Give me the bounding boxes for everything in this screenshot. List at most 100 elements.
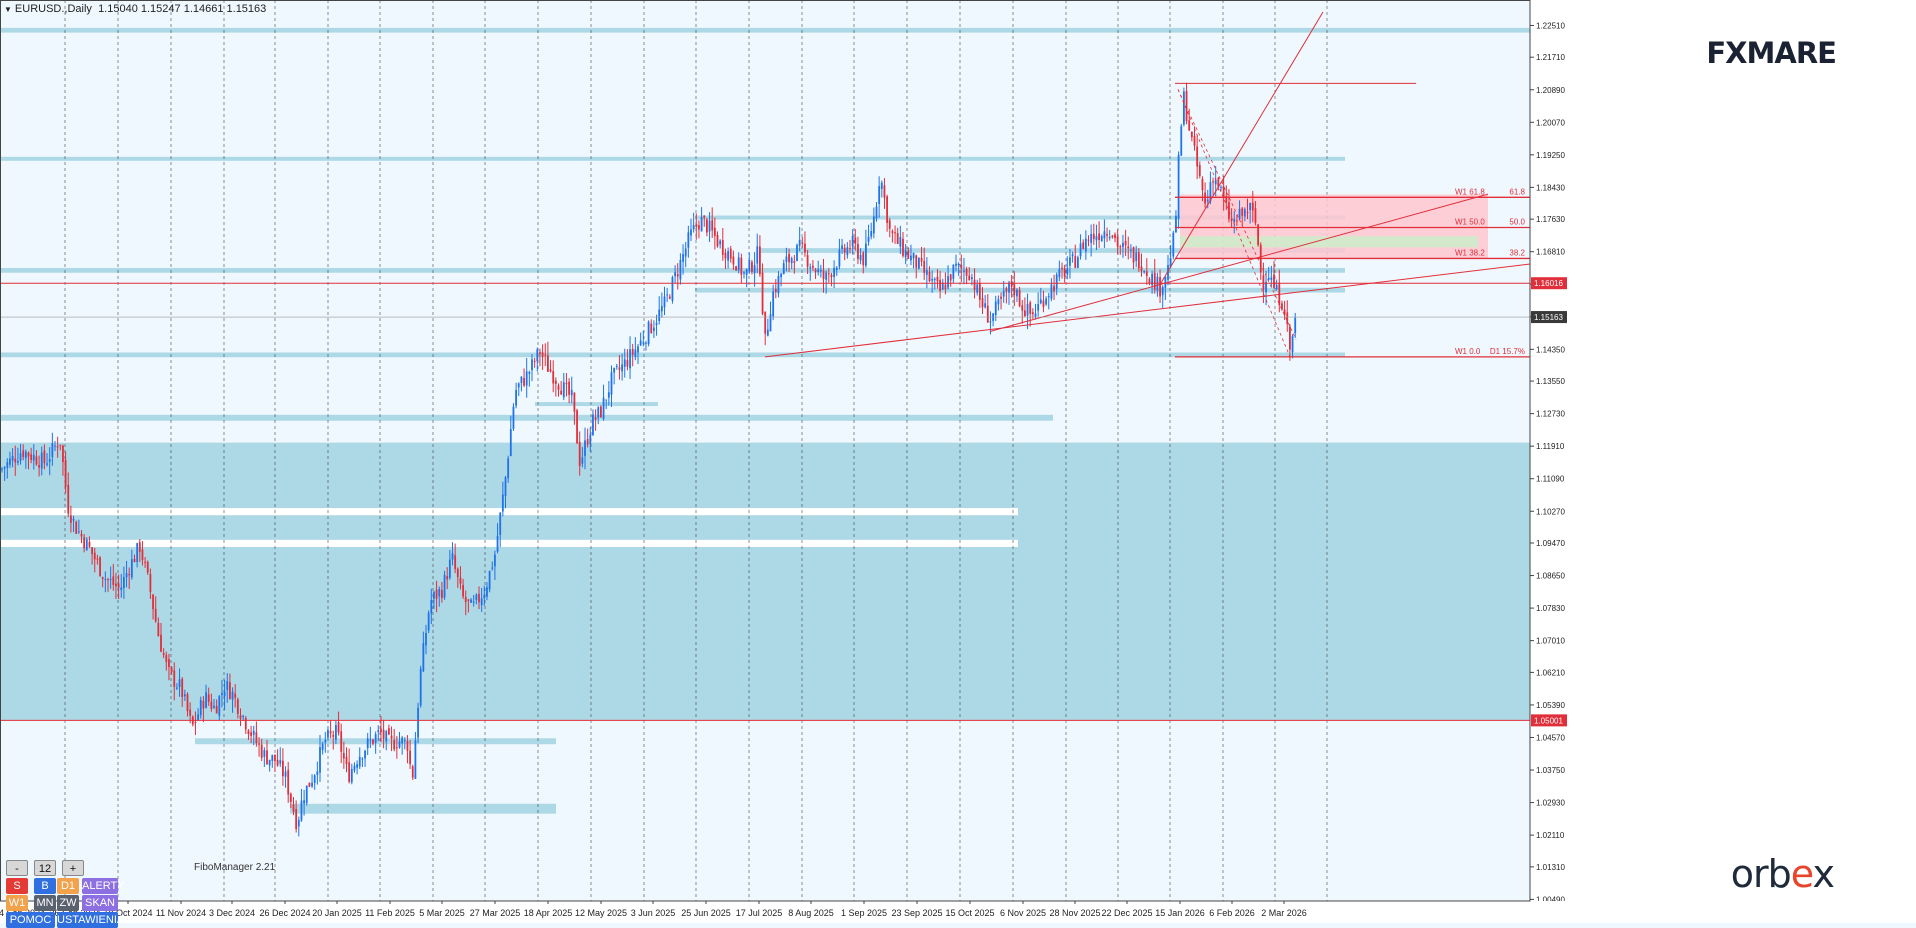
candle-body xyxy=(1013,284,1016,295)
candle-body xyxy=(751,261,753,272)
scan-button[interactable]: SKAN xyxy=(82,895,118,911)
candle-body xyxy=(1236,220,1238,222)
candle-body xyxy=(1063,268,1066,277)
candle-body xyxy=(679,259,682,280)
candle-body xyxy=(745,269,748,275)
candle-body xyxy=(904,250,907,258)
candle-body xyxy=(353,765,356,771)
candle-body xyxy=(350,768,353,783)
candle-body xyxy=(1106,234,1108,236)
price-tick-label: 1.21710 xyxy=(1536,53,1565,62)
candle-body xyxy=(671,277,674,301)
candle-body xyxy=(986,305,989,323)
time-tick-label: 23 Sep 2025 xyxy=(891,908,942,918)
candle-body xyxy=(40,452,43,469)
candle-body xyxy=(533,360,536,362)
candle-body xyxy=(75,521,78,534)
candle-body xyxy=(851,236,854,247)
candle-body xyxy=(790,258,793,264)
candle-body xyxy=(796,244,798,261)
candle-body xyxy=(168,659,170,668)
candle-body xyxy=(165,654,168,662)
candle-body xyxy=(1005,288,1008,292)
candle-body xyxy=(96,558,99,560)
candle-body xyxy=(766,329,769,336)
time-tick-label: 3 Jun 2025 xyxy=(631,908,676,918)
candle-body xyxy=(1151,273,1153,286)
settings-button[interactable]: USTAWIENIA xyxy=(57,912,125,928)
candle-body xyxy=(610,372,613,395)
candle-body xyxy=(48,459,51,462)
candle-body xyxy=(342,752,345,759)
candle-body xyxy=(1164,277,1167,288)
candle-body xyxy=(788,253,790,263)
zw-button[interactable]: ZW xyxy=(57,895,79,911)
candle-body xyxy=(1122,242,1124,248)
candle-body xyxy=(939,279,941,292)
candle-body xyxy=(300,800,303,821)
increment-button[interactable]: + xyxy=(62,860,84,876)
current-price-label: 1.15163 xyxy=(1534,313,1563,322)
decrement-button[interactable]: - xyxy=(6,860,28,876)
candle-body xyxy=(706,219,708,233)
time-tick-label: 1 Sep 2025 xyxy=(841,908,887,918)
candle-body xyxy=(1058,269,1061,278)
time-tick-label: 12 May 2025 xyxy=(575,908,627,918)
candle-body xyxy=(1180,126,1183,156)
time-tick-label: 15 Jan 2026 xyxy=(1155,908,1205,918)
price-tick-label: 1.17630 xyxy=(1536,215,1565,224)
candle-body xyxy=(692,225,695,230)
candle-body xyxy=(1143,271,1146,273)
candle-body xyxy=(459,577,462,584)
candle-body xyxy=(737,257,740,271)
candle-body xyxy=(454,555,457,570)
candle-body xyxy=(93,552,96,560)
timeframe-d1-button[interactable]: D1 xyxy=(57,878,79,894)
candle-body xyxy=(830,274,833,278)
fxmaster-logo: FXMARE xyxy=(1706,36,1837,70)
timeframe-mn-button[interactable]: MN xyxy=(34,895,56,911)
candle-body xyxy=(1212,181,1214,183)
candle-body xyxy=(123,577,125,589)
candle-body xyxy=(414,740,417,779)
candle-body xyxy=(154,608,157,622)
price-tag-label: 1.16016 xyxy=(1534,279,1563,288)
candle-body xyxy=(393,740,396,750)
candle-body xyxy=(46,463,48,465)
candle-body xyxy=(586,438,589,445)
price-tick-label: 1.04570 xyxy=(1536,733,1565,742)
candle-body xyxy=(849,247,851,249)
candle-body xyxy=(957,263,960,266)
sell-button[interactable]: S xyxy=(6,878,28,894)
candle-body xyxy=(899,237,902,247)
candle-body xyxy=(380,728,382,733)
time-tick-label: 27 Mar 2025 xyxy=(470,908,521,918)
candle-body xyxy=(698,225,700,230)
price-tick-label: 1.10270 xyxy=(1536,507,1565,516)
candle-body xyxy=(629,349,631,369)
price-axis-background xyxy=(1530,0,1916,923)
candle-body xyxy=(605,399,608,401)
candle-body xyxy=(464,597,467,603)
candle-body xyxy=(1137,252,1140,269)
candle-body xyxy=(364,750,366,759)
alerts-button[interactable]: ALERTY xyxy=(82,878,125,894)
candle-body xyxy=(875,206,878,219)
candle-body xyxy=(144,561,146,563)
timeframe-w1-button[interactable]: W1 xyxy=(6,895,28,911)
fib-dashed-line xyxy=(1177,89,1291,358)
candle-body xyxy=(536,349,539,362)
candle-body xyxy=(268,759,271,766)
candle-body xyxy=(1127,246,1130,249)
candle-body xyxy=(1220,186,1222,188)
candle-body xyxy=(557,385,560,390)
candle-body xyxy=(311,782,313,787)
candle-body xyxy=(3,467,6,469)
candle-body xyxy=(941,282,944,290)
buy-button[interactable]: B xyxy=(34,878,56,894)
help-button[interactable]: POMOC xyxy=(6,912,55,928)
candle-body xyxy=(448,559,451,578)
candle-body xyxy=(366,738,369,749)
caret-down-icon[interactable]: ▼ xyxy=(4,5,12,14)
